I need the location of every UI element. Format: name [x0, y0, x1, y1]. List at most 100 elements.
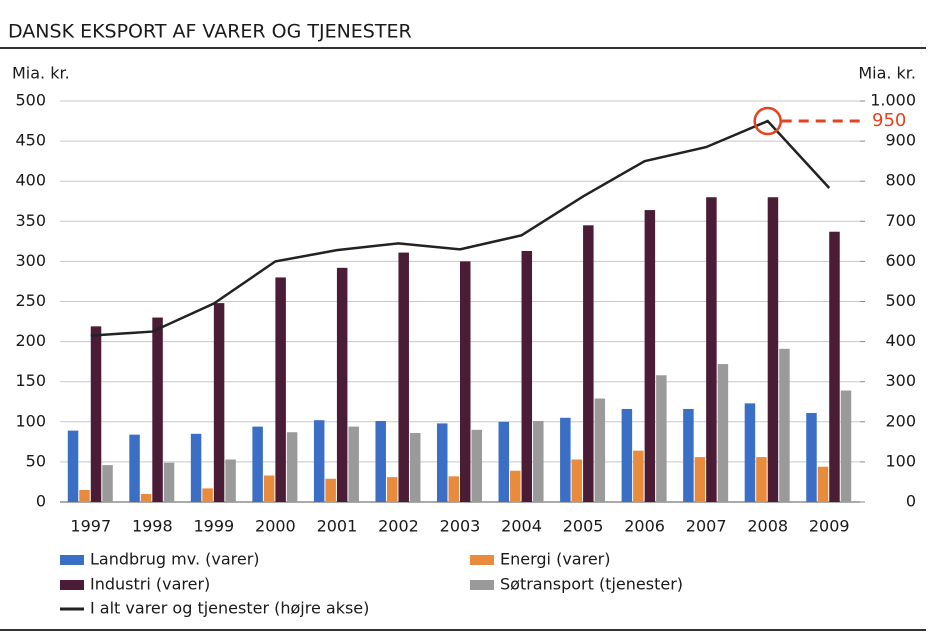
y2-tick-label: 200 — [885, 411, 916, 430]
bar — [694, 457, 706, 502]
bar — [621, 408, 633, 502]
bar — [348, 426, 359, 502]
bar — [163, 462, 175, 502]
y-tick-label: 500 — [15, 91, 46, 110]
bar — [225, 459, 236, 502]
bar — [656, 375, 667, 502]
bar — [152, 317, 163, 502]
x-tick-label: 2001 — [317, 517, 358, 536]
x-tick-label: 2009 — [809, 517, 850, 536]
bar — [286, 432, 298, 502]
x-tick-label: 1999 — [193, 517, 234, 536]
bar — [398, 252, 409, 502]
x-tick-label: 2002 — [378, 517, 419, 536]
bar — [806, 412, 817, 502]
bar — [263, 475, 275, 502]
legend-swatch — [470, 555, 494, 565]
annotation-label: 950 — [872, 110, 906, 131]
legend-label: Industri (varer) — [90, 575, 210, 594]
bar — [533, 420, 544, 502]
bar — [717, 364, 729, 502]
y2-tick-label: 400 — [885, 331, 916, 350]
bar — [633, 450, 644, 502]
bar — [510, 470, 521, 502]
bar — [252, 426, 263, 502]
bar — [129, 434, 140, 502]
bar — [756, 457, 767, 502]
bar — [79, 489, 90, 502]
bar — [840, 390, 852, 502]
bar — [706, 197, 717, 503]
bar — [498, 421, 510, 502]
bar — [829, 231, 840, 502]
y2-tick-label: 700 — [885, 211, 916, 230]
bar — [594, 398, 606, 502]
y2-tick-label: 1.000 — [870, 91, 916, 110]
y2-tick-label: 600 — [885, 251, 916, 270]
bar — [571, 459, 583, 502]
bar — [325, 478, 336, 502]
y2-axis-label: Mia. kr. — [858, 64, 916, 83]
bar — [644, 210, 656, 502]
y-tick-label: 100 — [15, 411, 46, 430]
y-tick-label: 150 — [15, 371, 46, 390]
legend-swatch — [470, 580, 494, 590]
bar — [102, 465, 113, 502]
y-tick-label: 450 — [15, 131, 46, 150]
y-tick-label: 400 — [15, 171, 46, 190]
y-tick-label: 50 — [26, 451, 46, 470]
bar — [471, 429, 482, 502]
bar — [521, 250, 533, 502]
x-tick-label: 2003 — [440, 517, 481, 536]
bar — [817, 466, 829, 502]
bar — [140, 493, 152, 502]
x-tick-label: 2000 — [255, 517, 296, 536]
chart-title: DANSK EKSPORT AF VARER OG TJENESTER — [8, 21, 412, 43]
bar — [437, 423, 448, 502]
x-tick-label: 1998 — [132, 517, 173, 536]
bar — [313, 420, 325, 502]
legend-swatch — [60, 580, 84, 590]
x-tick-label: 2007 — [686, 517, 727, 536]
legend-label: I alt varer og tjenester (højre akse) — [90, 599, 369, 618]
bar — [460, 261, 471, 502]
bar — [90, 326, 102, 502]
x-tick-label: 2008 — [747, 517, 788, 536]
y2-tick-label: 300 — [885, 371, 916, 390]
legend-label: Søtransport (tjenester) — [500, 575, 683, 594]
bar — [386, 477, 398, 502]
y2-tick-label: 100 — [885, 451, 916, 470]
y-tick-label: 300 — [15, 251, 46, 270]
bar — [375, 420, 386, 502]
y-tick-label: 0 — [36, 492, 46, 511]
bar — [448, 476, 459, 502]
x-tick-label: 1997 — [70, 517, 111, 536]
bar — [275, 277, 286, 502]
x-tick-label: 2005 — [563, 517, 604, 536]
bar — [767, 197, 779, 503]
bar — [583, 225, 594, 502]
legend-label: Landbrug mv. (varer) — [90, 550, 260, 569]
legend-swatch — [60, 555, 84, 565]
x-tick-label: 2006 — [624, 517, 665, 536]
bar — [744, 403, 756, 502]
bar — [683, 408, 694, 502]
y-tick-label: 250 — [15, 291, 46, 310]
annotation-circle — [753, 106, 782, 136]
y-tick-label: 350 — [15, 211, 46, 230]
bar — [560, 417, 571, 502]
y2-tick-label: 0 — [906, 492, 916, 511]
bar — [336, 267, 348, 502]
legend-label: Energi (varer) — [500, 550, 610, 569]
total-line — [90, 119, 831, 337]
bar — [202, 488, 213, 502]
y2-tick-label: 900 — [885, 131, 916, 150]
y-tick-label: 200 — [15, 331, 46, 350]
bar — [67, 430, 79, 502]
bar — [190, 433, 202, 502]
y2-tick-label: 800 — [885, 171, 916, 190]
x-tick-label: 2004 — [501, 517, 542, 536]
bar — [779, 348, 790, 502]
y-axis-label: Mia. kr. — [12, 64, 70, 83]
